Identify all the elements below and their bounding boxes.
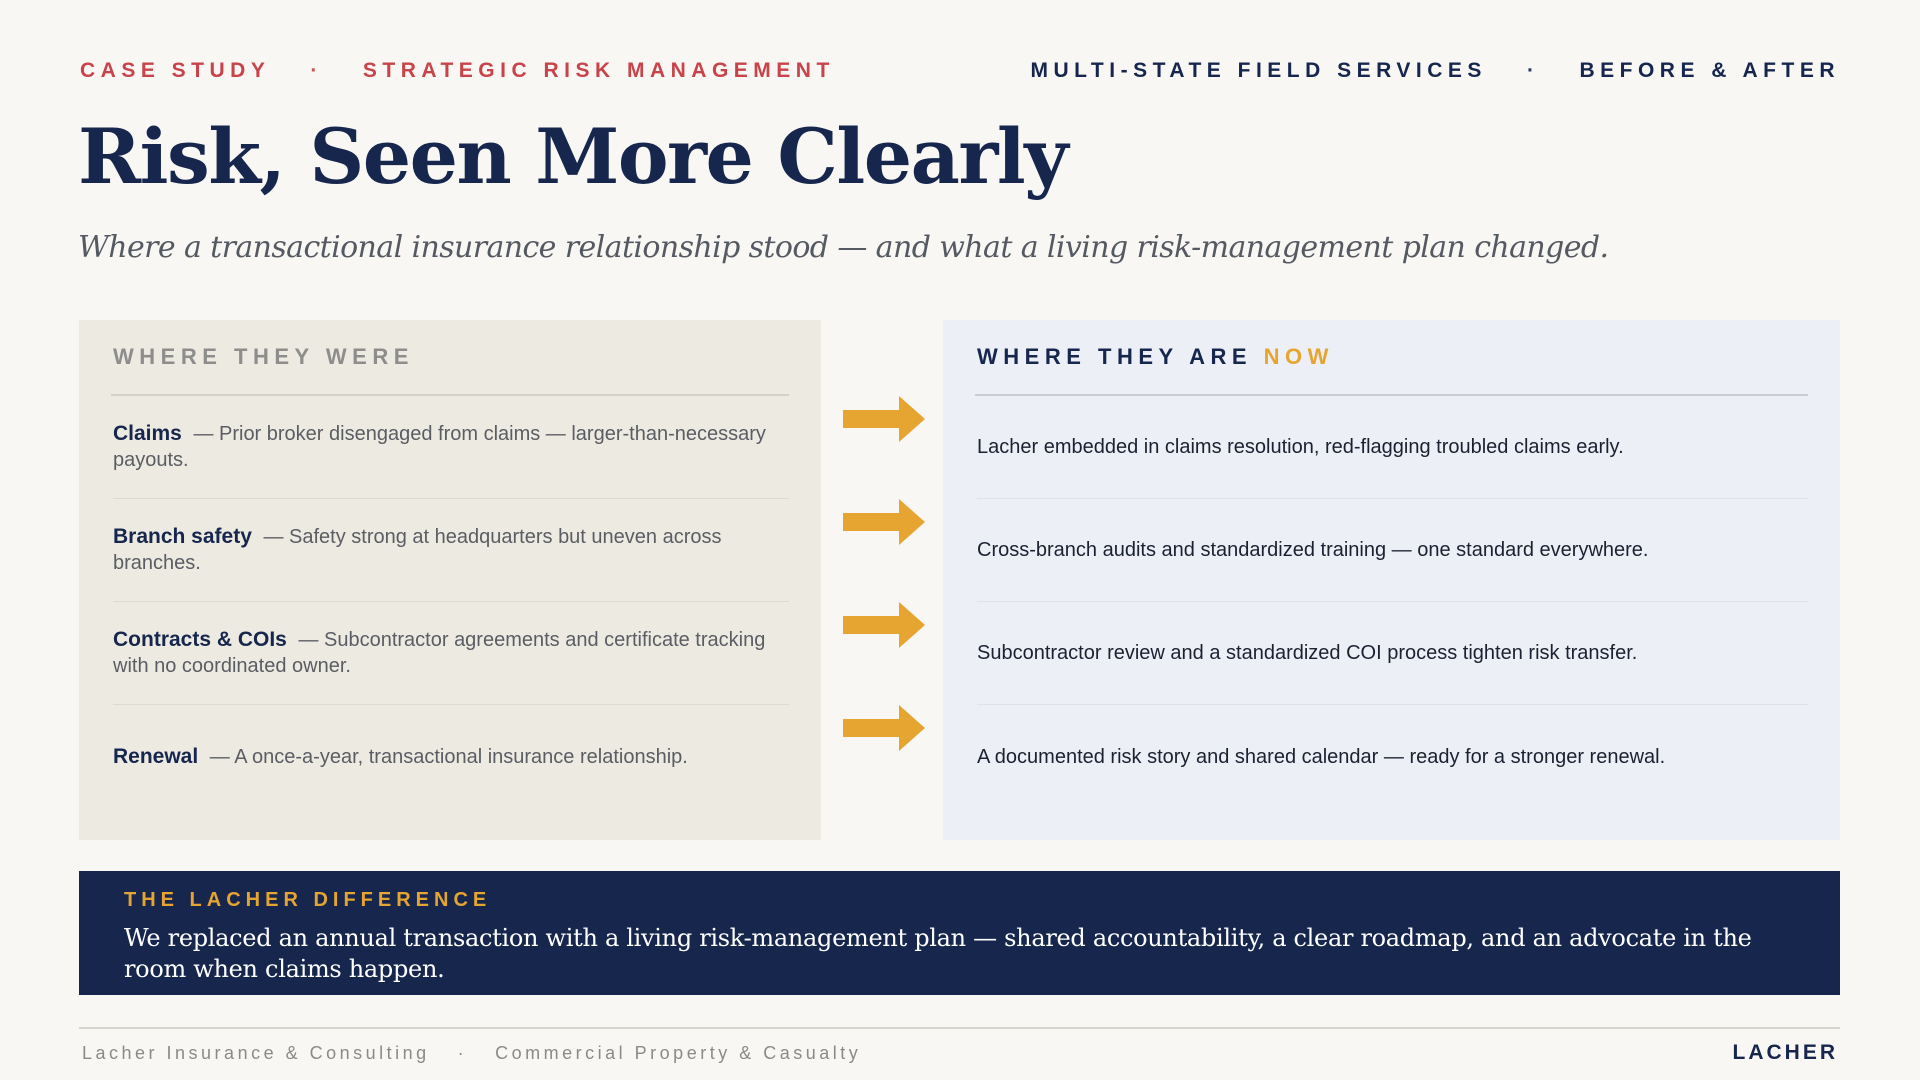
case-study-label: CASE STUDY [80,59,271,82]
after-item: A documented risk story and shared calen… [977,745,1666,768]
format-label: BEFORE & AFTER [1579,59,1840,82]
after-heading: WHERE THEY ARE NOW [977,344,1334,370]
before-item: Claims — Prior broker disengaged from cl… [113,396,789,499]
footer-left: Lacher Insurance & Consulting · Commerci… [82,1043,861,1064]
before-list: Claims — Prior broker disengaged from cl… [113,396,789,808]
header-left: CASE STUDY · STRATEGIC RISK MANAGEMENT [80,59,835,83]
banner-heading: THE LACHER DIFFERENCE [124,889,492,911]
header-right: MULTI-STATE FIELD SERVICES · BEFORE & AF… [1030,59,1840,83]
after-item: Lacher embedded in claims resolution, re… [977,396,1808,499]
divider [975,394,1808,396]
footer-divider [79,1027,1840,1029]
client-label: MULTI-STATE FIELD SERVICES [1030,59,1487,82]
before-panel: WHERE THEY WERE Claims — Prior broker di… [79,320,821,840]
page-title: Risk, Seen More Clearly [78,112,1068,201]
right-arrow-icon [843,705,925,808]
after-panel: WHERE THEY ARE NOW Lacher embedded in cl… [943,320,1840,840]
before-item: Contracts & COIs — Subcontractor agreeme… [113,602,789,705]
before-item-text: — Prior broker disengaged from claims — … [113,423,766,471]
before-item-text: — A once-a-year, transactional insurance… [209,745,688,768]
before-item-text: — Subcontractor agreements and certifica… [113,629,766,677]
footer-company: Lacher Insurance & Consulting [82,1042,430,1063]
footer: Lacher Insurance & Consulting · Commerci… [82,1041,1838,1065]
page-subtitle: Where a transactional insurance relation… [78,230,1609,265]
topic-label: STRATEGIC RISK MANAGEMENT [362,59,835,82]
header-separator: · [1526,59,1540,82]
brand-logo: LACHER [1732,1041,1838,1064]
right-arrow-icon [843,396,925,499]
right-arrow-icon [843,602,925,705]
before-item: Branch safety — Safety strong at headqua… [113,499,789,602]
right-arrow-icon [843,499,925,602]
header-separator: · [310,59,323,82]
after-item: Cross-branch audits and standardized tra… [977,499,1808,602]
lacher-difference-banner: THE LACHER DIFFERENCE We replaced an ann… [79,871,1840,995]
arrow-column [843,396,925,808]
before-item-label: Contracts & COIs [113,628,287,651]
after-heading-text: WHERE THEY ARE [977,344,1253,369]
header-bar: CASE STUDY · STRATEGIC RISK MANAGEMENT M… [80,58,1840,84]
before-item-label: Claims [113,422,182,445]
after-heading-accent: NOW [1263,344,1334,369]
footer-separator: · [457,1042,468,1063]
after-item: Subcontractor review and a standardized … [977,602,1808,705]
before-item-label: Renewal [113,744,199,768]
footer-line: Commercial Property & Casualty [495,1042,862,1063]
after-list: Lacher embedded in claims resolution, re… [977,396,1808,808]
before-heading: WHERE THEY WERE [113,344,414,369]
before-item-text: — Safety strong at headquarters but unev… [113,526,722,574]
banner-body: We replaced an annual transaction with a… [124,924,1752,983]
before-item: Renewal — A once-a-year, transactional i… [113,705,789,808]
divider [111,394,789,396]
before-item-label: Branch safety [113,525,252,548]
